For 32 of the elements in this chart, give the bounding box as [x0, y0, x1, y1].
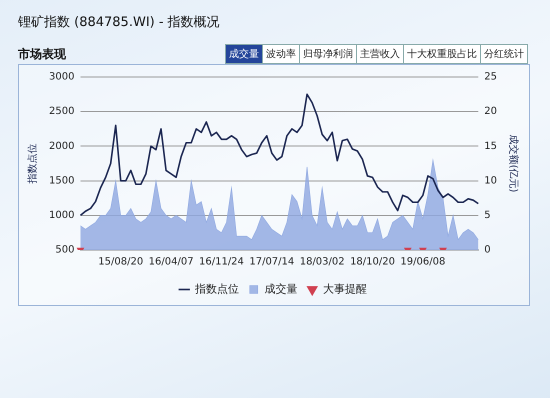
y-tick-label: 1500: [48, 175, 74, 186]
x-tick-label: 19/06/08: [400, 256, 446, 268]
text: 十大权重股占比: [403, 45, 480, 63]
y-tick-label: 2000: [48, 140, 74, 152]
legend-label: 大事提醒: [322, 282, 367, 296]
legend-label: 指数点位: [194, 282, 239, 296]
text: 主营收入: [356, 45, 403, 63]
y-tick-label: 1000: [48, 210, 74, 221]
text: 分红统计: [480, 45, 527, 63]
x-tick-label: 18/03/02: [300, 256, 345, 268]
y2-tick-label: 10: [484, 175, 498, 186]
y-axis-title: 指数点位: [26, 144, 39, 184]
x-tick-label: 15/08/20: [98, 256, 144, 268]
y2-axis-title: 成交额(亿元): [507, 134, 520, 192]
y-tick-label: 3000: [48, 72, 74, 83]
y-tick-label: 2500: [48, 106, 74, 118]
text: 波动率: [262, 45, 299, 63]
y2-tick-label: 0: [484, 244, 491, 256]
legend-label: 成交量: [264, 282, 298, 296]
y2-tick-label: 25: [484, 72, 498, 83]
y-tick-label: 500: [55, 244, 74, 256]
chart-subtitle: 市场表现: [18, 46, 66, 63]
y2-tick-label: 5: [484, 210, 491, 221]
x-tick-label: 16/11/24: [198, 256, 244, 268]
text: 归母净利润: [299, 45, 356, 63]
chart-title: 锂矿指数 (884785.WI) - 指数概况: [18, 14, 220, 31]
x-tick-label: 17/07/14: [249, 256, 294, 268]
x-tick-label: 16/04/07: [148, 256, 194, 268]
y2-tick-label: 20: [484, 106, 498, 118]
x-tick-label: 18/10/20: [350, 256, 395, 268]
text: 成交量: [226, 45, 262, 63]
y2-tick-label: 15: [484, 140, 498, 152]
